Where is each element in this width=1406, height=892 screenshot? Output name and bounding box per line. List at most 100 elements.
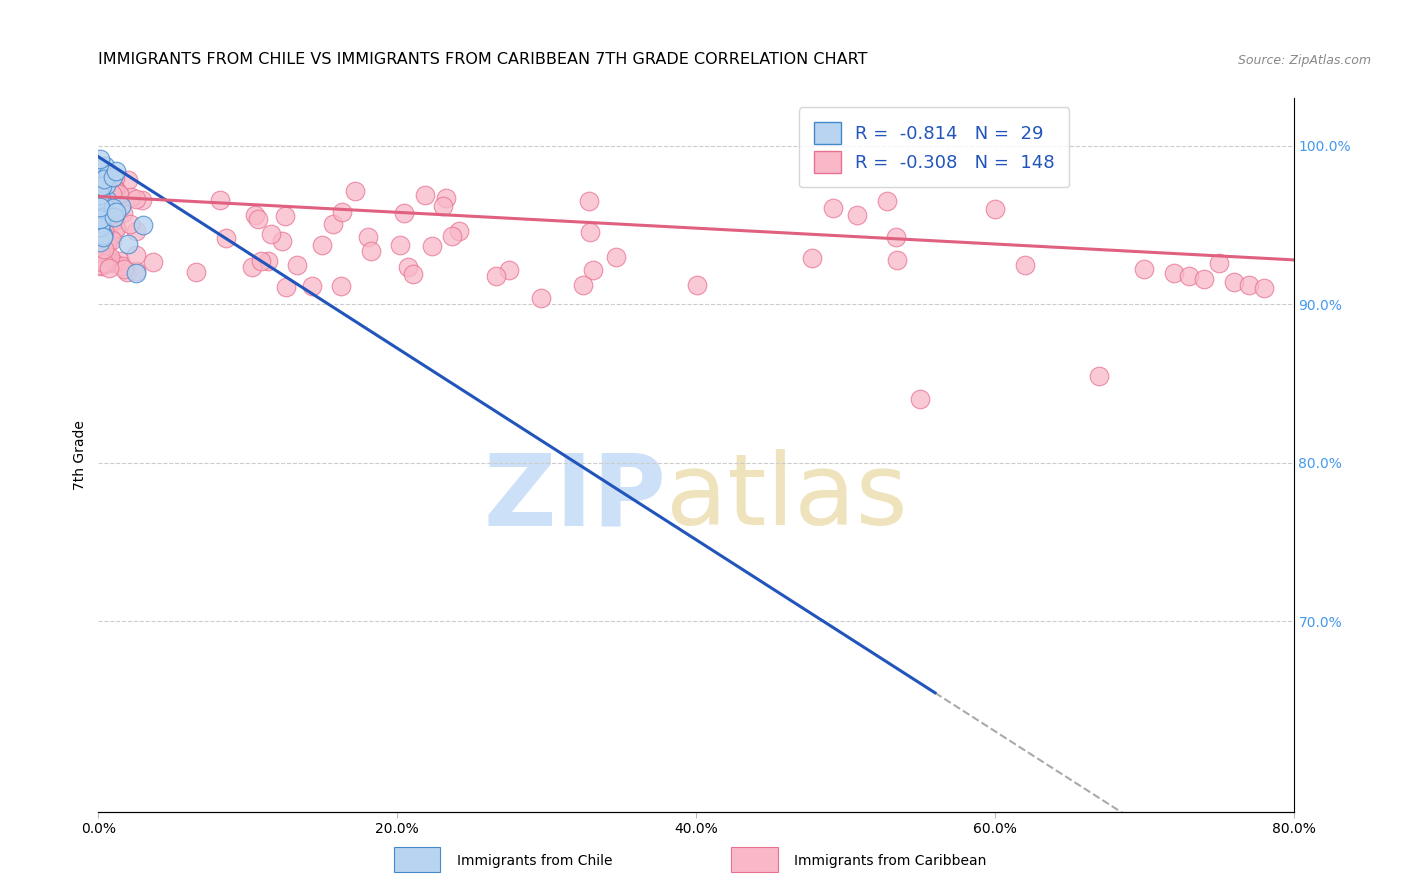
- Point: [89, 176, 111, 190]
- Point: [247, 211, 270, 226]
- Point: [108, 254, 131, 268]
- Point: [91, 211, 114, 225]
- Point: [94, 245, 117, 260]
- Point: [103, 213, 125, 227]
- Point: [344, 185, 367, 199]
- Point: [420, 239, 443, 253]
- Point: [89, 219, 111, 234]
- Point: [93, 251, 115, 265]
- Point: [93, 246, 115, 260]
- Point: [111, 206, 134, 220]
- Point: [94, 218, 117, 232]
- Point: [93, 172, 115, 186]
- Point: [97, 229, 120, 244]
- Point: [90, 213, 112, 227]
- Point: [389, 238, 412, 252]
- Point: [208, 193, 231, 207]
- Point: [131, 193, 153, 207]
- Point: [578, 194, 600, 209]
- Point: [91, 211, 114, 225]
- Point: [105, 207, 128, 221]
- Point: [110, 199, 132, 213]
- Point: [101, 201, 124, 215]
- Point: [89, 226, 111, 240]
- Point: [1192, 272, 1215, 286]
- Point: [89, 230, 111, 244]
- Point: [240, 260, 263, 275]
- Point: [101, 169, 124, 184]
- Point: [89, 252, 111, 267]
- Point: [89, 201, 111, 215]
- Point: [360, 244, 382, 258]
- Point: [125, 224, 148, 238]
- Point: [1088, 368, 1111, 383]
- Point: [260, 227, 283, 241]
- Point: [97, 216, 120, 230]
- Point: [125, 264, 148, 278]
- Point: [93, 224, 115, 238]
- Point: [90, 194, 112, 209]
- Point: [105, 205, 128, 219]
- Point: [96, 224, 118, 238]
- Point: [93, 227, 115, 242]
- Point: [93, 226, 115, 240]
- Point: [605, 250, 627, 264]
- Point: [984, 202, 1007, 216]
- Point: [94, 159, 117, 173]
- Point: [96, 256, 118, 270]
- Point: [111, 260, 134, 274]
- Point: [91, 180, 114, 194]
- Point: [243, 208, 266, 222]
- Point: [89, 188, 111, 202]
- Point: [98, 250, 121, 264]
- Point: [91, 196, 114, 211]
- Point: [89, 201, 111, 215]
- Point: [94, 178, 117, 192]
- Text: ZIP: ZIP: [484, 450, 666, 546]
- Point: [402, 267, 425, 281]
- Point: [97, 254, 120, 268]
- Point: [96, 194, 118, 208]
- Point: [105, 221, 128, 235]
- Point: [97, 253, 120, 268]
- Legend: R =  -0.814   N =  29, R =  -0.308   N =  148: R = -0.814 N = 29, R = -0.308 N = 148: [800, 107, 1070, 187]
- Point: [91, 173, 114, 187]
- Point: [112, 262, 135, 277]
- Point: [104, 171, 127, 186]
- Point: [884, 230, 907, 244]
- Point: [329, 278, 352, 293]
- Point: [846, 209, 869, 223]
- Point: [107, 193, 129, 207]
- Point: [98, 210, 121, 224]
- Point: [271, 235, 294, 249]
- Point: [184, 265, 207, 279]
- Point: [104, 220, 127, 235]
- Point: [89, 173, 111, 187]
- Point: [89, 231, 111, 245]
- Point: [89, 244, 111, 259]
- Point: [434, 191, 457, 205]
- Point: [91, 194, 114, 209]
- Point: [132, 218, 155, 232]
- Point: [105, 164, 128, 178]
- Point: [89, 152, 111, 166]
- Point: [94, 205, 117, 219]
- Point: [117, 173, 139, 187]
- Point: [94, 253, 117, 268]
- Point: [125, 192, 148, 206]
- Point: [301, 279, 323, 293]
- Point: [98, 173, 121, 187]
- Point: [89, 211, 111, 226]
- Point: [125, 248, 148, 262]
- Point: [90, 216, 112, 230]
- Point: [322, 217, 344, 231]
- Point: [101, 233, 124, 247]
- Point: [142, 254, 165, 268]
- Point: [90, 197, 112, 211]
- Point: [441, 229, 464, 244]
- Point: [273, 209, 295, 223]
- Point: [572, 278, 595, 293]
- Point: [1223, 275, 1246, 289]
- Point: [579, 225, 602, 239]
- Point: [91, 206, 114, 220]
